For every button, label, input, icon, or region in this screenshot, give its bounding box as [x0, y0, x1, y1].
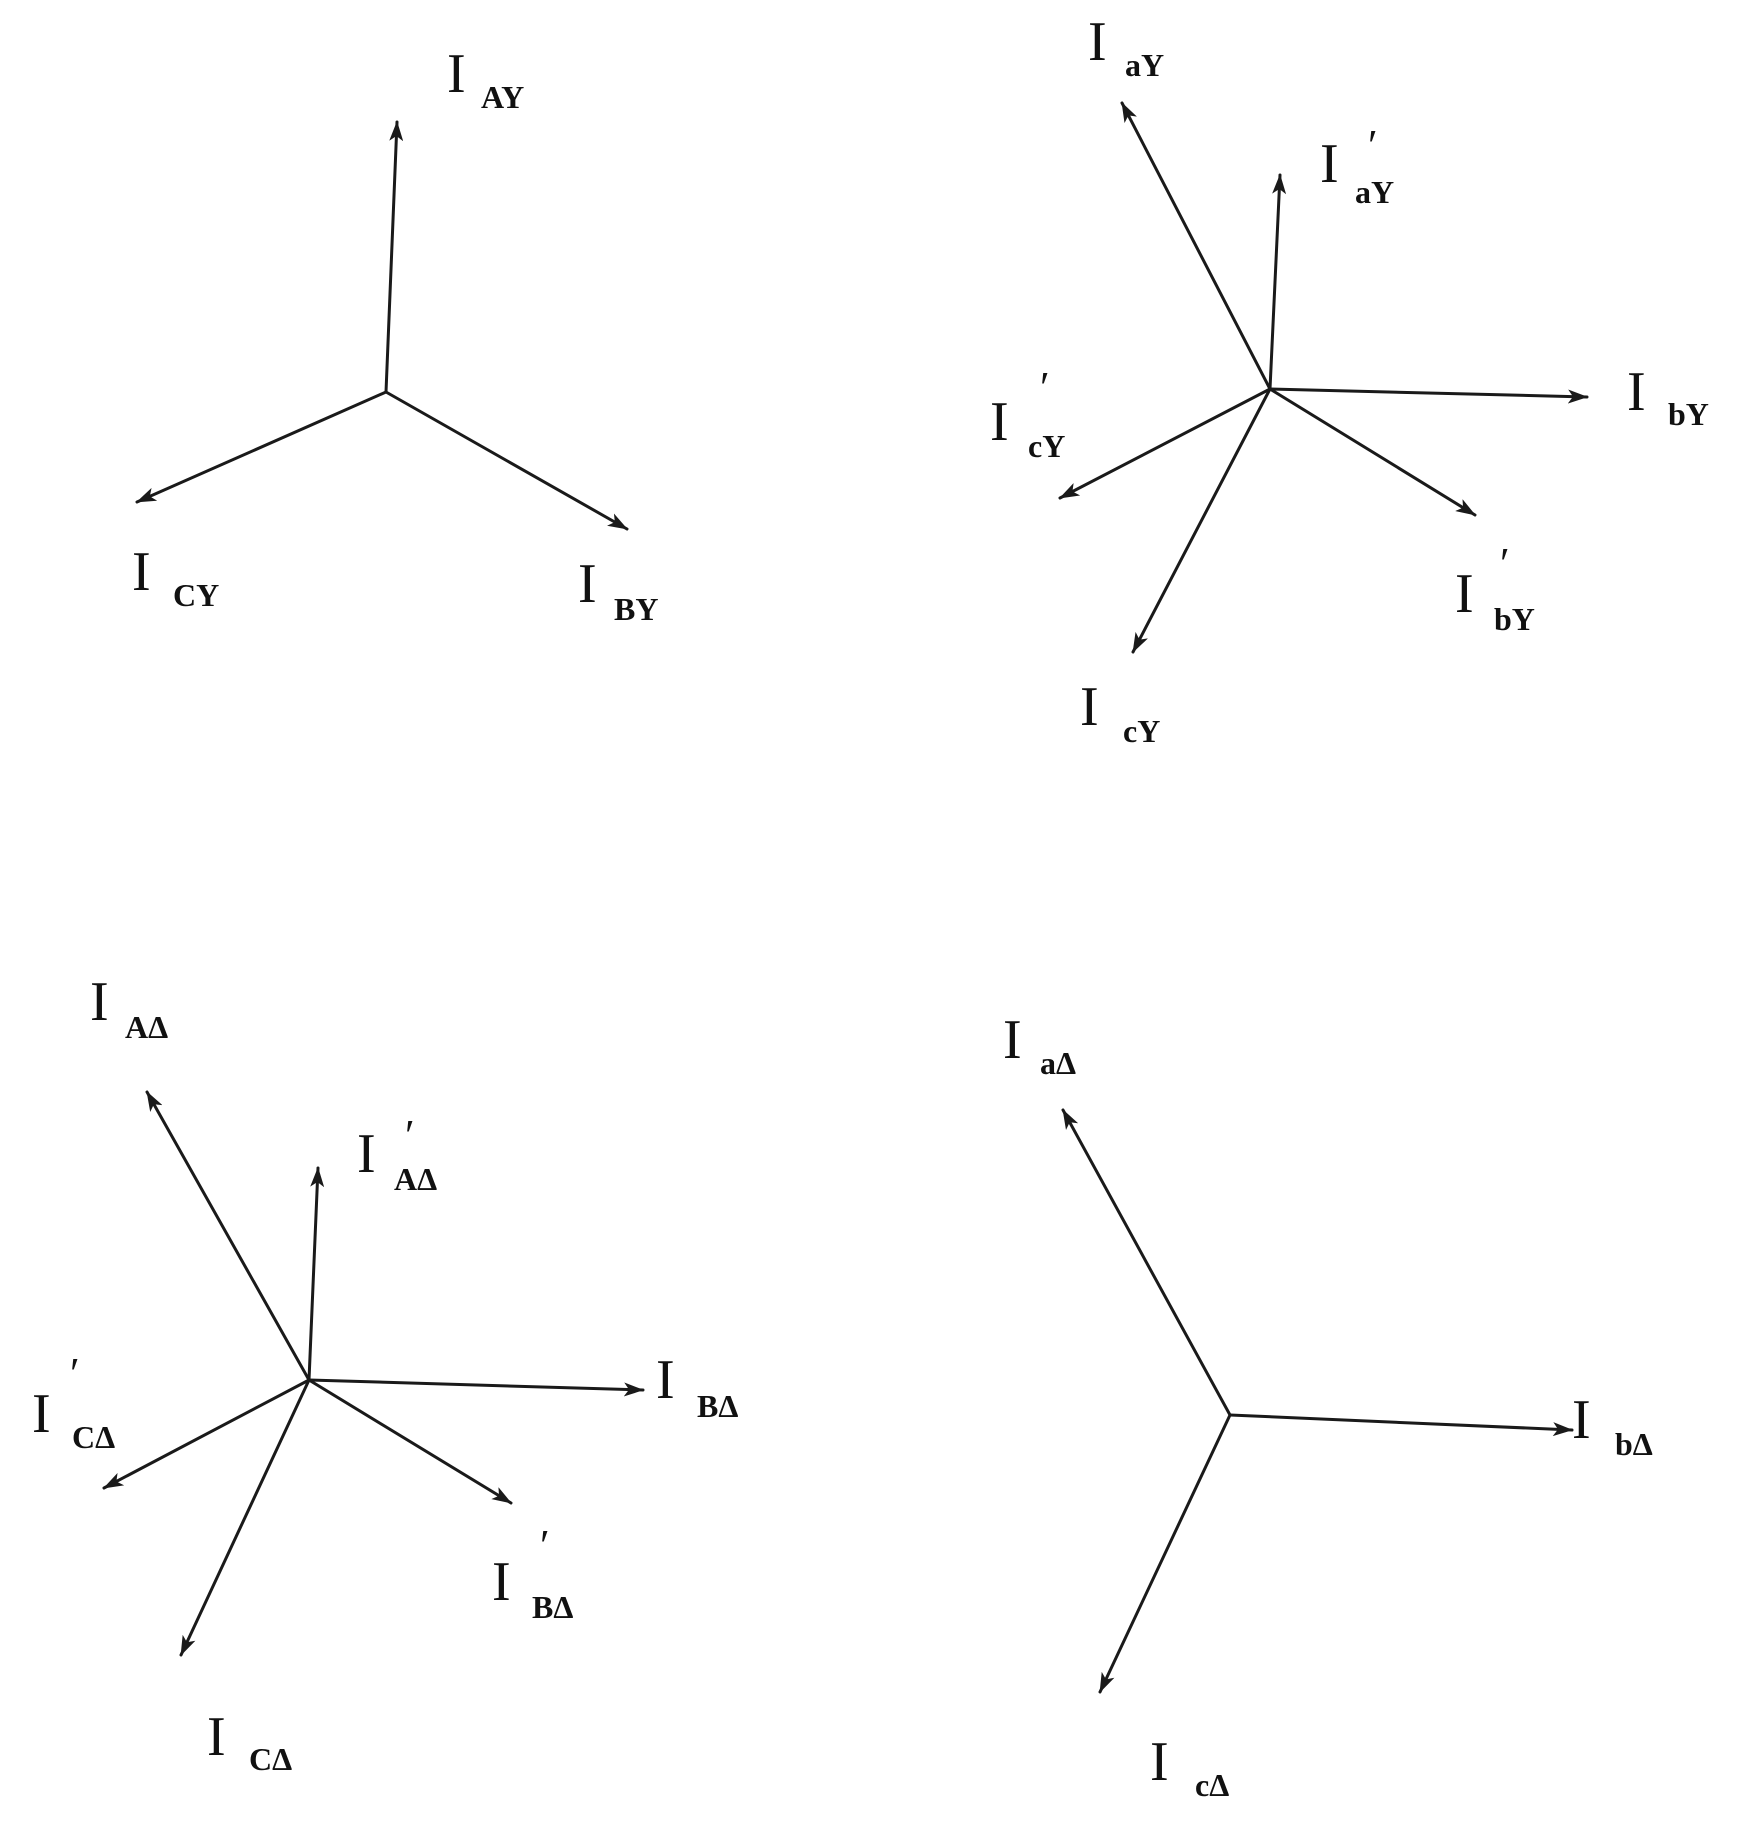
- svg-text:I: I: [1627, 361, 1646, 423]
- label-I-cY: I cY: [1080, 676, 1160, 749]
- label-I-AY: I AY: [447, 43, 524, 115]
- svg-text:I: I: [132, 541, 151, 603]
- phasor-arrow-I-bY: [1268, 387, 1589, 404]
- label-I-bY: I bY: [1627, 361, 1709, 432]
- label-I-B-delta-prime: I ′ BΔ: [492, 1521, 573, 1625]
- svg-text:′: ′: [540, 1521, 550, 1570]
- svg-text:I: I: [1572, 1389, 1591, 1451]
- label-I-A-delta: I AΔ: [90, 971, 168, 1045]
- phasor-arrow-I-bY-prime: [1268, 387, 1477, 517]
- phasor-arrow-I-C-delta-prime: [102, 1378, 311, 1490]
- svg-text:CΔ: CΔ: [72, 1419, 115, 1455]
- svg-text:aY: aY: [1355, 174, 1394, 210]
- svg-text:BΔ: BΔ: [697, 1388, 738, 1424]
- svg-text:′: ′: [405, 1111, 415, 1160]
- svg-text:BΔ: BΔ: [532, 1589, 573, 1625]
- label-I-B-delta: I BΔ: [656, 1349, 738, 1424]
- svg-text:I: I: [1150, 1731, 1169, 1793]
- diagram-secondary-wye: I aY I ′ aY I bY I ′ bY I cY I ′ cY: [990, 11, 1709, 749]
- svg-text:bY: bY: [1668, 396, 1709, 432]
- phasor-arrow-I-b-delta: [1228, 1413, 1574, 1437]
- svg-text:I: I: [656, 1349, 675, 1411]
- phasor-arrow-I-AY: [384, 120, 404, 394]
- diagram-primary-delta: I AΔ I ′ AΔ I BΔ I ′ BΔ I CΔ I ′ CΔ: [32, 971, 738, 1777]
- svg-text:′: ′: [70, 1349, 80, 1398]
- label-I-c-delta: I cΔ: [1150, 1731, 1229, 1803]
- svg-text:CΔ: CΔ: [249, 1741, 292, 1777]
- label-I-CY: I CY: [132, 541, 219, 613]
- svg-text:AΔ: AΔ: [394, 1161, 437, 1197]
- svg-text:aY: aY: [1125, 47, 1164, 83]
- svg-text:I: I: [990, 391, 1009, 453]
- phasor-arrow-I-a-delta: [1061, 1108, 1232, 1417]
- svg-text:I: I: [207, 1706, 226, 1768]
- diagram-primary-wye: I AY I BY I CY: [132, 43, 658, 627]
- phasor-arrow-I-cY: [1131, 387, 1272, 654]
- label-I-aY: I aY: [1088, 11, 1164, 83]
- svg-text:AΔ: AΔ: [125, 1009, 168, 1045]
- svg-text:I: I: [32, 1383, 51, 1445]
- label-I-C-delta-prime: I ′ CΔ: [32, 1349, 115, 1455]
- svg-text:I: I: [90, 971, 109, 1033]
- svg-text:cΔ: cΔ: [1195, 1767, 1229, 1803]
- phasor-arrow-I-A-delta: [145, 1090, 311, 1382]
- phasor-arrow-I-B-delta-prime: [307, 1378, 513, 1505]
- svg-text:I: I: [1320, 133, 1339, 195]
- label-I-BY: I BY: [578, 553, 658, 627]
- svg-text:′: ′: [1368, 121, 1378, 170]
- phasor-arrow-I-CY: [135, 390, 388, 504]
- svg-text:cY: cY: [1028, 428, 1065, 464]
- svg-text:cY: cY: [1123, 713, 1160, 749]
- svg-text:bY: bY: [1494, 601, 1535, 637]
- label-I-C-delta: I CΔ: [207, 1706, 292, 1777]
- phasor-arrow-I-C-delta: [179, 1378, 311, 1657]
- svg-text:I: I: [357, 1123, 376, 1185]
- svg-text:I: I: [1455, 563, 1474, 625]
- svg-text:I: I: [1080, 676, 1099, 738]
- label-I-bY-prime: I ′ bY: [1455, 539, 1535, 637]
- svg-text:I: I: [578, 553, 597, 615]
- phasor-arrow-I-cY-prime: [1058, 387, 1272, 500]
- label-I-cY-prime: I ′ cY: [990, 363, 1065, 464]
- label-I-a-delta: I aΔ: [1003, 1009, 1076, 1081]
- phasor-arrow-I-A-delta-prime: [307, 1166, 325, 1382]
- svg-text:I: I: [1088, 11, 1107, 73]
- svg-text:CY: CY: [173, 577, 219, 613]
- phasor-arrow-I-BY: [384, 390, 629, 531]
- svg-text:I: I: [1003, 1009, 1022, 1071]
- svg-text:AY: AY: [481, 79, 524, 115]
- phasor-arrow-I-aY: [1120, 101, 1272, 391]
- phasor-arrow-I-B-delta: [307, 1378, 645, 1397]
- label-I-aY-prime: I ′ aY: [1320, 121, 1394, 210]
- diagram-secondary-delta: I aΔ I bΔ I cΔ: [1003, 1009, 1653, 1803]
- phasor-arrow-I-c-delta: [1098, 1413, 1232, 1694]
- svg-text:I: I: [447, 43, 466, 105]
- svg-text:′: ′: [1500, 539, 1510, 588]
- svg-text:aΔ: aΔ: [1040, 1045, 1076, 1081]
- svg-text:′: ′: [1040, 363, 1050, 412]
- svg-text:bΔ: bΔ: [1615, 1426, 1653, 1462]
- svg-text:BY: BY: [614, 591, 658, 627]
- phasor-arrow-I-aY-prime: [1268, 173, 1287, 391]
- label-I-b-delta: I bΔ: [1572, 1389, 1653, 1462]
- svg-text:I: I: [492, 1551, 511, 1613]
- label-I-A-delta-prime: I ′ AΔ: [357, 1111, 437, 1197]
